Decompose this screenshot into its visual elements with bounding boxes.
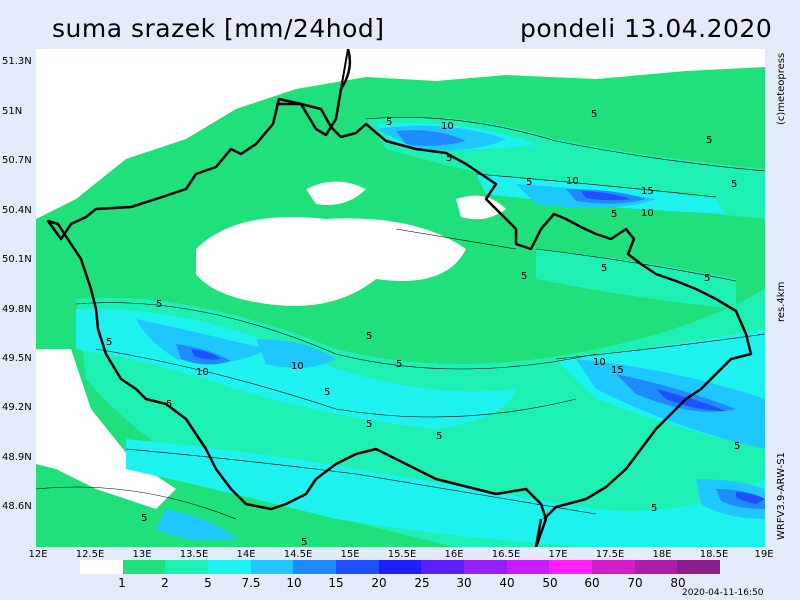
contour-label: 5	[446, 153, 452, 164]
country-border	[46, 49, 548, 547]
contour-label: 5	[366, 331, 372, 342]
contour-label: 5	[731, 179, 737, 190]
lat-label: 48.9N	[2, 452, 32, 463]
legend-label: 10	[286, 576, 302, 590]
contour-label: 5	[601, 263, 607, 274]
country-border	[340, 49, 349, 90]
lon-label: 16E	[444, 549, 464, 560]
contour-label: 5	[651, 503, 657, 514]
contour-label: 5	[436, 431, 442, 442]
country-border	[276, 102, 753, 520]
lon-label: 16.5E	[491, 549, 521, 560]
legend-swatch	[506, 560, 550, 574]
legend-label: 50	[542, 576, 558, 590]
precipitation-map: 5 10 5 5 5 5 10 15 5 5 10 5 5 5 5 5 10 1…	[36, 49, 765, 547]
contour-label: 5	[396, 359, 402, 370]
lat-label: 49.5N	[2, 353, 32, 364]
timestamp: 2020-04-11-16:50	[682, 588, 764, 598]
contour-label: 5	[386, 117, 392, 128]
legend-swatch	[122, 560, 166, 574]
map-date: pondeli 13.04.2020	[520, 14, 773, 43]
lat-label: 49.8N	[2, 304, 32, 315]
rain-15-20mm	[191, 191, 765, 504]
lat-label: 51.3N	[2, 56, 32, 67]
legend-swatch	[549, 560, 593, 574]
resolution-label: res.4km	[776, 281, 787, 322]
contour-label: 15	[641, 186, 654, 197]
precipitation-legend	[80, 560, 721, 574]
contour-label: 5	[734, 441, 740, 452]
contour-label: 15	[611, 365, 624, 376]
contour-label: 5	[166, 399, 172, 410]
contour-label: 5	[591, 109, 597, 120]
legend-label: 40	[499, 576, 515, 590]
contour-label: 5	[366, 419, 372, 430]
legend-swatch	[378, 560, 422, 574]
copyright-label: (c)meteopress	[776, 52, 787, 125]
contour-label: 10	[441, 121, 454, 132]
legend-swatch	[293, 560, 337, 574]
legend-swatch	[250, 560, 294, 574]
legend-label: 15	[328, 576, 344, 590]
contour-label: 10	[641, 208, 654, 219]
lon-label: 14.5E	[283, 549, 313, 560]
lon-label: 13E	[132, 549, 152, 560]
legend-label: 1	[118, 576, 126, 590]
lat-label: 49.2N	[2, 402, 32, 413]
contour-label: 10	[196, 367, 209, 378]
contour-label: 10	[291, 361, 304, 372]
lon-label: 13.5E	[179, 549, 209, 560]
legend-label: 80	[670, 576, 686, 590]
legend-label: 70	[627, 576, 643, 590]
contour-lines	[36, 117, 765, 520]
model-label: WRFV3.9-ARW-S1	[776, 452, 787, 540]
contour-label: 5	[301, 537, 307, 547]
legend-swatch	[634, 560, 678, 574]
contour-label: 5	[704, 273, 710, 284]
legend-label: 5	[204, 576, 212, 590]
contour-label: 5	[706, 135, 712, 146]
legend-label: 30	[456, 576, 472, 590]
legend-label: 20	[371, 576, 387, 590]
lon-label: 12.5E	[75, 549, 105, 560]
legend-swatch	[421, 560, 465, 574]
lat-label: 50.7N	[2, 155, 32, 166]
lon-label: 17.5E	[595, 549, 625, 560]
contour-label: 5	[526, 177, 532, 188]
lat-label: 50.4N	[2, 205, 32, 216]
lon-label: 15E	[340, 549, 360, 560]
legend-swatch	[464, 560, 507, 574]
country-border	[534, 518, 543, 547]
legend-swatch	[336, 560, 379, 574]
contour-label: 10	[593, 357, 606, 368]
contour-value-labels: 5 10 5 5 5 5 10 15 5 5 10 5 5 5 5 5 10 1…	[106, 109, 740, 547]
lon-label: 14E	[236, 549, 256, 560]
contour-label: 10	[566, 176, 579, 187]
legend-label: 60	[584, 576, 600, 590]
lon-label: 12E	[28, 549, 48, 560]
legend-swatch	[165, 560, 209, 574]
contour-label: 5	[141, 513, 147, 524]
lon-label: 18.5E	[699, 549, 729, 560]
legend-swatch	[592, 560, 635, 574]
legend-swatch	[80, 560, 123, 574]
lon-label: 15.5E	[387, 549, 417, 560]
lat-label: 51N	[2, 106, 23, 117]
contour-label: 5	[324, 387, 330, 398]
legend-label: 2	[161, 576, 169, 590]
contour-label: 5	[521, 271, 527, 282]
lat-label: 50.1N	[2, 254, 32, 265]
lon-label: 19E	[754, 549, 774, 560]
legend-label: 25	[414, 576, 430, 590]
legend-label: 7.5	[241, 576, 261, 590]
contour-label: 5	[106, 337, 112, 348]
contour-label: 5	[156, 299, 162, 310]
lon-label: 18E	[652, 549, 672, 560]
lon-label: 17E	[548, 549, 568, 560]
map-title: suma srazek [mm/24hod]	[52, 14, 385, 43]
lat-label: 48.6N	[2, 501, 32, 512]
legend-swatch	[677, 560, 721, 574]
legend-swatch	[208, 560, 251, 574]
contour-label: 5	[611, 209, 617, 220]
